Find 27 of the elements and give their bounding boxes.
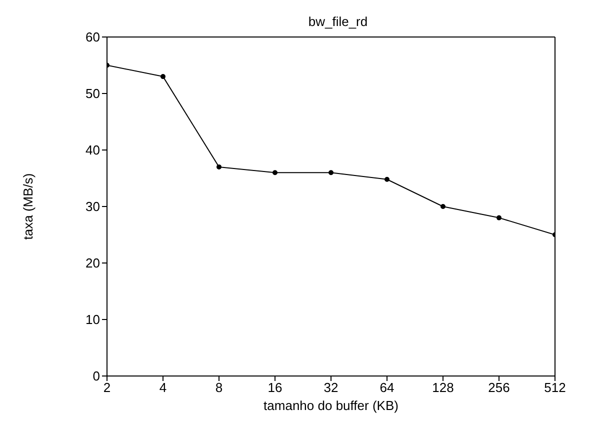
y-tick-label: 0 (92, 368, 100, 384)
y-tick-label: 10 (86, 312, 100, 328)
x-axis-title: tamanho do buffer (KB) (264, 398, 398, 413)
x-tick-label: 16 (268, 380, 282, 396)
x-tick-label: 64 (380, 380, 394, 396)
x-tick-label: 8 (215, 380, 223, 396)
x-tick-label: 256 (488, 380, 510, 396)
x-tick-label: 4 (159, 380, 167, 396)
y-axis-title: taxa (MB/s) (20, 173, 36, 240)
point (328, 170, 334, 176)
point (216, 164, 222, 170)
x-tick-label: 128 (432, 380, 454, 396)
x-tick-label: 512 (544, 380, 566, 396)
y-tick-label: 20 (86, 256, 100, 271)
point (496, 215, 502, 220)
chart-title: bw_file_rd (308, 14, 368, 29)
point (272, 170, 278, 176)
y-tick-label: 30 (86, 199, 100, 214)
line-series (107, 62, 555, 238)
x-tick-label: 32 (324, 380, 338, 396)
point (384, 176, 390, 182)
point (440, 204, 446, 209)
y-tick-label: 50 (86, 86, 100, 102)
y-tick-label: 60 (86, 30, 100, 45)
x-tick-label: 2 (103, 380, 111, 396)
point (160, 74, 166, 80)
y-tick-label: 40 (86, 142, 100, 158)
